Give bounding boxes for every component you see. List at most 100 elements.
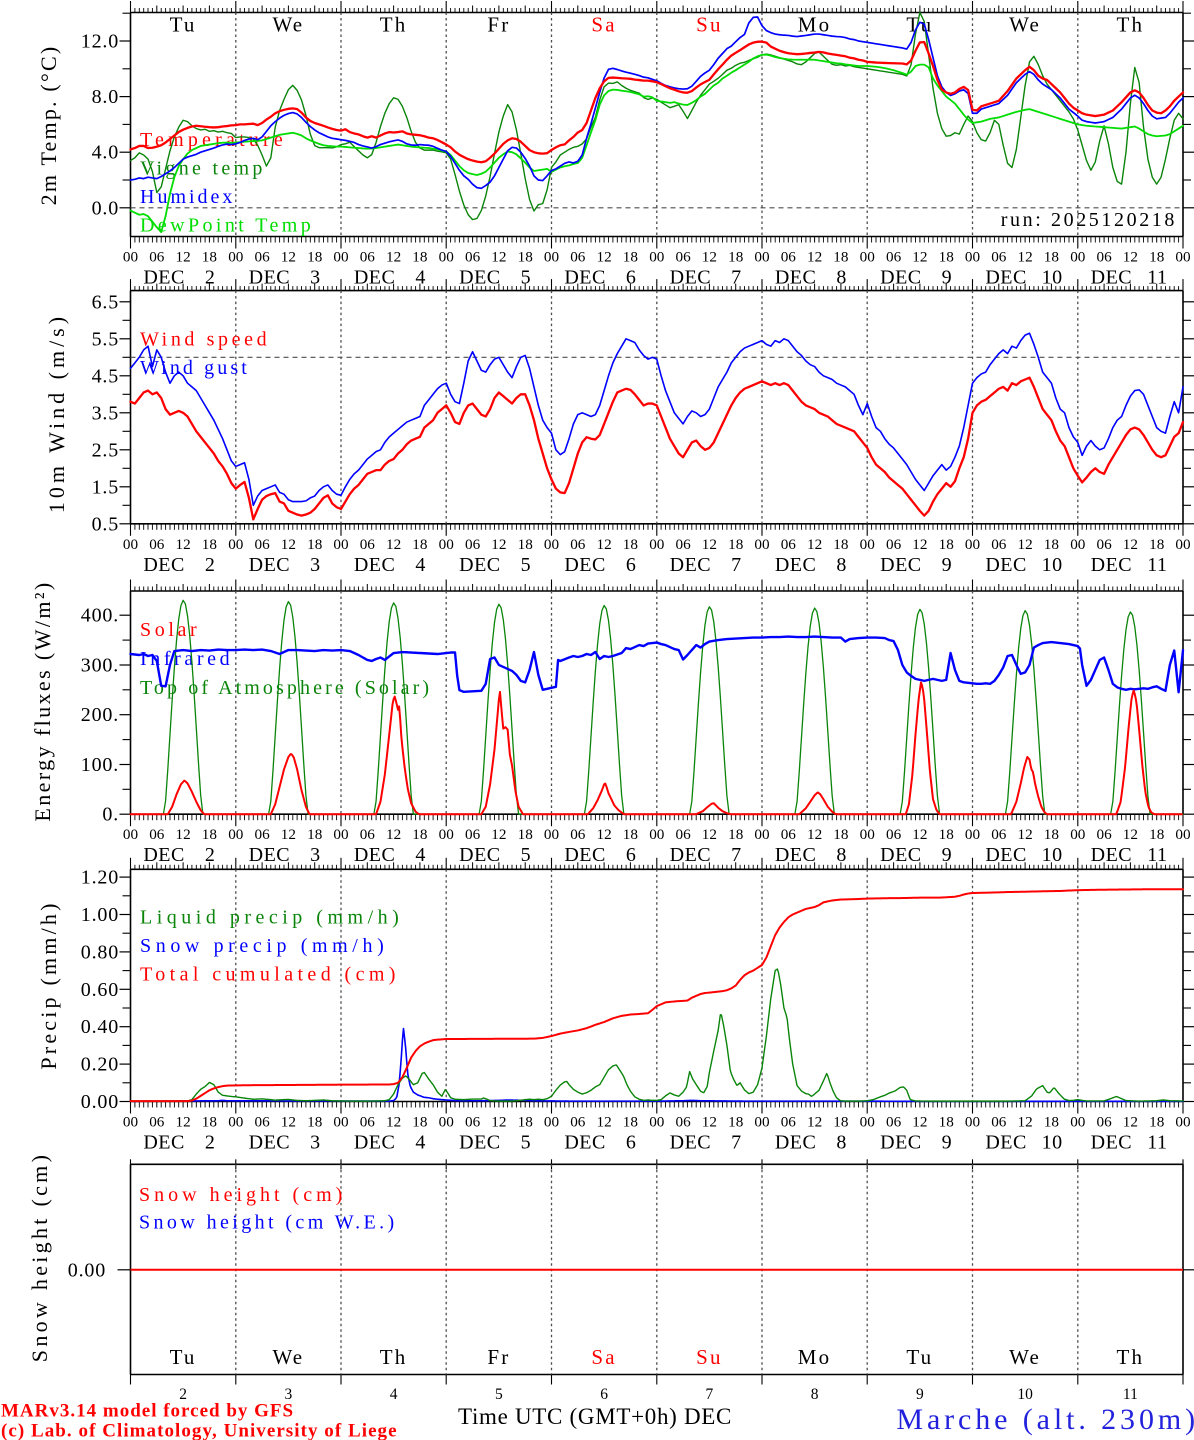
svg-text:06: 06	[1097, 826, 1113, 843]
svg-text:Tu: Tu	[906, 13, 933, 37]
svg-text:06: 06	[360, 1114, 376, 1131]
svg-text:Infrared: Infrared	[140, 648, 233, 670]
svg-text:DEC: DEC	[985, 267, 1027, 289]
svg-text:DEC: DEC	[775, 554, 817, 576]
svg-text:DEC: DEC	[459, 267, 501, 289]
svg-text:11: 11	[1147, 844, 1167, 866]
svg-text:10: 10	[1017, 1386, 1033, 1403]
svg-text:12: 12	[702, 1114, 717, 1131]
svg-text:4: 4	[415, 267, 426, 289]
svg-text:DEC: DEC	[249, 554, 291, 576]
svg-text:12: 12	[176, 536, 191, 553]
svg-text:DEC: DEC	[670, 844, 712, 866]
svg-text:06: 06	[991, 1114, 1007, 1131]
svg-text:0.: 0.	[102, 804, 119, 826]
svg-text:00: 00	[1175, 826, 1191, 843]
svg-text:18: 18	[1044, 536, 1060, 553]
svg-text:00: 00	[439, 536, 455, 553]
svg-text:DEC: DEC	[249, 267, 291, 289]
svg-text:3: 3	[310, 1132, 321, 1154]
svg-text:3: 3	[310, 844, 321, 866]
svg-text:12: 12	[491, 1114, 506, 1131]
svg-text:18: 18	[623, 249, 639, 266]
svg-text:00: 00	[333, 1114, 349, 1131]
svg-text:Th: Th	[380, 13, 408, 37]
svg-text:12: 12	[912, 249, 927, 266]
svg-text:DEC: DEC	[249, 1132, 291, 1154]
svg-text:18: 18	[833, 1114, 849, 1131]
svg-text:18: 18	[202, 826, 218, 843]
svg-text:DEC: DEC	[880, 267, 922, 289]
svg-text:4.0: 4.0	[92, 142, 119, 164]
svg-text:06: 06	[465, 536, 481, 553]
svg-text:5: 5	[521, 554, 532, 576]
svg-text:12: 12	[386, 1114, 401, 1131]
svg-text:00: 00	[1070, 536, 1086, 553]
svg-text:DEC: DEC	[1091, 1132, 1133, 1154]
svg-text:06: 06	[676, 536, 692, 553]
svg-text:12: 12	[176, 826, 191, 843]
svg-text:DEC: DEC	[775, 844, 817, 866]
svg-text:Liquid precip (mm/h): Liquid precip (mm/h)	[140, 907, 403, 929]
svg-text:DEC: DEC	[459, 554, 501, 576]
svg-text:18: 18	[833, 536, 849, 553]
svg-text:7: 7	[731, 267, 742, 289]
svg-text:Wind speed: Wind speed	[140, 329, 270, 351]
svg-text:18: 18	[833, 826, 849, 843]
svg-text:DEC: DEC	[143, 1132, 185, 1154]
svg-text:06: 06	[781, 249, 797, 266]
svg-text:DEC: DEC	[143, 844, 185, 866]
svg-text:12: 12	[912, 536, 927, 553]
svg-text:00: 00	[228, 536, 244, 553]
svg-text:18: 18	[1149, 1114, 1165, 1131]
svg-text:DEC: DEC	[459, 1132, 501, 1154]
svg-text:06: 06	[781, 826, 797, 843]
svg-text:12: 12	[1123, 536, 1138, 553]
svg-text:5: 5	[521, 267, 532, 289]
svg-text:18: 18	[939, 1114, 955, 1131]
svg-text:12: 12	[1018, 536, 1033, 553]
svg-text:18: 18	[1044, 1114, 1060, 1131]
svg-text:Snow height (cm W.E.): Snow height (cm W.E.)	[139, 1212, 398, 1234]
svg-text:DEC: DEC	[143, 267, 185, 289]
svg-text:12: 12	[912, 1114, 927, 1131]
svg-text:12: 12	[491, 826, 506, 843]
svg-text:DEC: DEC	[985, 844, 1027, 866]
svg-text:0.00: 0.00	[68, 1259, 106, 1281]
svg-text:Tu: Tu	[170, 1345, 197, 1369]
svg-text:12: 12	[1123, 249, 1138, 266]
svg-text:Su: Su	[696, 1345, 723, 1369]
svg-text:0.00: 0.00	[81, 1091, 119, 1113]
svg-text:18: 18	[307, 249, 323, 266]
svg-text:DEC: DEC	[985, 1132, 1027, 1154]
svg-text:9: 9	[942, 267, 953, 289]
svg-text:18: 18	[939, 536, 955, 553]
svg-text:2m Temp. (°C): 2m Temp. (°C)	[36, 45, 61, 206]
svg-text:00: 00	[228, 1114, 244, 1131]
svg-text:Marche (alt. 230m): Marche (alt. 230m)	[896, 1403, 1194, 1436]
svg-text:06: 06	[676, 826, 692, 843]
svg-text:DEC: DEC	[775, 267, 817, 289]
svg-text:18: 18	[307, 826, 323, 843]
svg-text:12: 12	[1123, 1114, 1138, 1131]
svg-text:12: 12	[597, 1114, 612, 1131]
svg-text:18: 18	[623, 826, 639, 843]
svg-text:3: 3	[310, 554, 321, 576]
svg-text:DEC: DEC	[670, 267, 712, 289]
svg-text:7: 7	[731, 844, 742, 866]
svg-text:DEC: DEC	[459, 844, 501, 866]
svg-text:06: 06	[886, 826, 902, 843]
svg-text:5: 5	[521, 1132, 532, 1154]
svg-text:18: 18	[202, 536, 218, 553]
svg-text:0.80: 0.80	[81, 941, 119, 963]
svg-text:Th: Th	[1117, 13, 1145, 37]
svg-text:18: 18	[1149, 249, 1165, 266]
svg-text:Precip (mm/h): Precip (mm/h)	[36, 900, 61, 1069]
svg-text:6: 6	[626, 1132, 637, 1154]
svg-text:1.5: 1.5	[92, 476, 119, 498]
svg-text:Th: Th	[380, 1345, 408, 1369]
svg-text:06: 06	[1097, 249, 1113, 266]
svg-text:5: 5	[521, 844, 532, 866]
svg-text:We: We	[272, 13, 304, 37]
svg-text:Humidex: Humidex	[140, 186, 235, 208]
